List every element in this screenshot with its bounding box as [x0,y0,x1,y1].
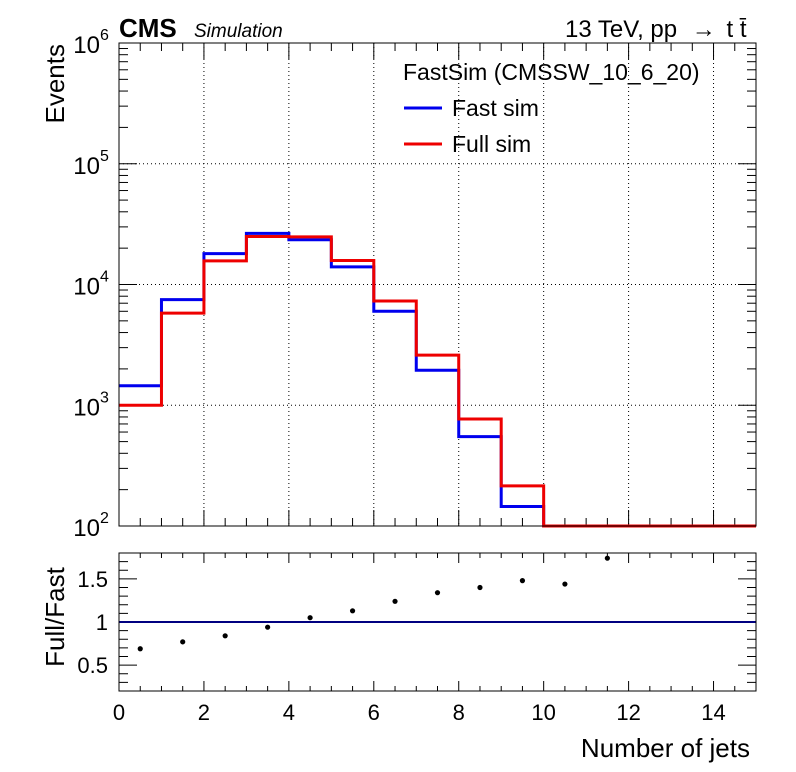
x-tick-labels: 0 2 4 6 8 10 12 14 [113,700,726,725]
ratio-y-tick-labels: 0.5 1 1.5 [77,567,108,678]
simulation-label: Simulation [194,21,283,42]
ratio-point [519,578,526,584]
y-tick-label: 10 [73,515,100,542]
ratio-points [137,555,610,652]
y-tick-label: 10 [73,32,100,59]
ratio-point [307,615,313,621]
process-t: t [726,16,733,43]
y-tick-label: 10 [73,274,100,301]
legend-label-full-sim: Full sim [452,131,531,157]
ratio-point [349,608,356,614]
x-tick-label: 4 [283,700,295,725]
y-tick-label-exponent: 3 [100,389,109,406]
ratio-panel: 0.5 1 1.5 0 2 4 6 8 10 12 14 Full/Fast Number of … [40,552,757,763]
ratio-point [477,584,483,591]
legend-label-fast-sim: Fast sim [452,95,539,121]
ratio-point [180,639,186,645]
ratio-y-tick-label: 1.5 [77,567,108,592]
ratio-point [604,555,610,561]
ratio-frame [118,552,757,692]
x-tick-label: 6 [368,700,380,725]
legend: FastSim (CMSSW_10_6_20) Fast sim Full si… [403,59,700,157]
y-tick-label-exponent: 5 [100,148,109,165]
legend-title: FastSim (CMSSW_10_6_20) [403,59,700,85]
ratio-point [434,590,441,596]
y-tick-label: 10 [73,153,100,180]
x-tick-label: 14 [701,700,725,725]
ratio-y-tick-label: 1 [96,610,108,635]
ratio-y-tick-label: 0.5 [77,653,108,678]
series-line-fast-sim [119,231,756,528]
process-tbar: t̄ [739,16,747,43]
ratio-point [265,624,271,630]
ratio-point [137,646,143,652]
y-axis-label-ratio: Full/Fast [40,566,70,666]
x-tick-label: 2 [198,700,210,725]
x-tick-label: 8 [453,700,465,725]
top-frame [118,42,757,527]
x-axis-label: Number of jets [581,733,750,763]
cms-label: CMS [119,13,177,43]
y-tick-label-exponent: 2 [100,510,109,527]
ratio-point [562,581,568,587]
x-tick-label: 10 [531,700,555,725]
energy-label: 13 TeV, pp → t t̄ [565,16,747,43]
y-tick-label-exponent: 4 [100,269,109,286]
x-tick-label: 0 [113,700,125,725]
ratio-point [392,598,398,604]
top-ticks [118,42,757,527]
process-arrow: → [692,16,716,43]
top-grid [119,43,756,526]
y-axis-label-events: Events [40,44,70,124]
y-tick-label: 10 [73,394,100,421]
energy-text: 13 TeV, pp [565,16,677,43]
y-tick-label-exponent: 6 [100,27,109,44]
x-tick-label: 12 [616,700,640,725]
ratio-point [222,633,228,639]
series-line-full-sim [119,234,756,528]
